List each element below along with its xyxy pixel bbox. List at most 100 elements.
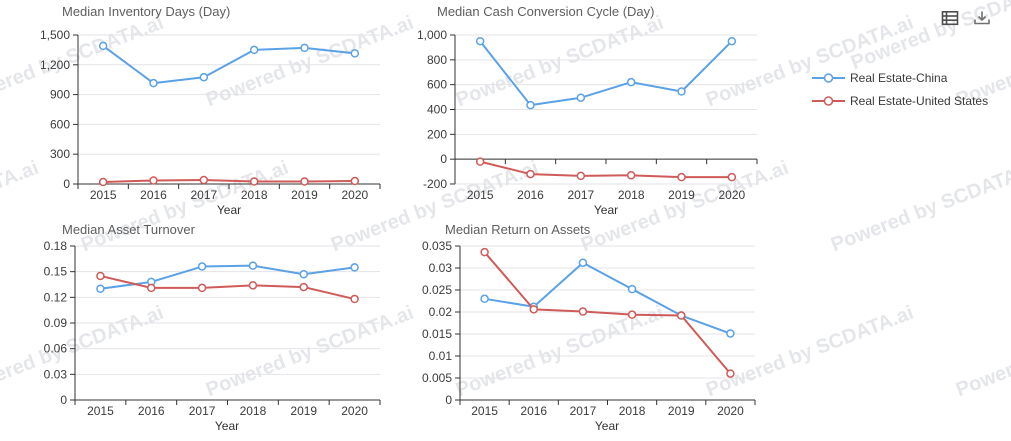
x-tick-label: 2015 [87,404,114,418]
legend-label: Real Estate-China [850,70,948,85]
series-line [100,264,355,290]
x-axis-title: Year [214,419,240,433]
tick-labels: -200 0 200 400 600 800 1,000 2015 2016 2017 2018 20… [417,28,746,202]
series-line [479,40,733,107]
data-point[interactable] [480,247,489,257]
legend-item-real-estate-china[interactable]: Real Estate-China [812,66,988,89]
series-line [100,274,355,301]
data-point[interactable] [578,307,588,316]
data-point[interactable] [197,283,207,293]
y-tick-label: 1,200 [40,58,70,72]
data-point[interactable] [249,177,259,186]
chart-median-return-on-assets: Median Return on Assets 0 0.005 0.01 0.015 0… [383,220,783,441]
x-tick-label: 2020 [341,188,368,202]
data-point[interactable] [726,369,735,378]
y-tick-label: 1,000 [417,28,447,42]
data-point[interactable] [626,77,636,87]
data-point[interactable] [677,87,686,96]
data-point[interactable] [98,41,108,51]
data-point[interactable] [248,261,258,270]
data-point[interactable] [149,176,158,185]
x-tick-label: 2018 [240,404,267,418]
chart-canvas[interactable]: 0 0.03 0.06 0.09 0.12 0.15 0.18 2015 2016 2017 201… [0,220,400,441]
data-point[interactable] [98,177,108,187]
data-point[interactable] [475,157,485,166]
gridlines [75,245,380,401]
data-point[interactable] [299,282,308,292]
data-point[interactable] [300,177,309,186]
data-point[interactable] [526,100,535,110]
data-point[interactable] [147,283,156,293]
series-real-estate-china[interactable] [480,258,735,338]
data-point[interactable] [576,171,586,181]
series-real-estate-china[interactable] [475,36,737,110]
data-point[interactable] [149,78,158,88]
data-point[interactable] [350,294,359,304]
data-point[interactable] [726,329,735,338]
chart-canvas[interactable]: 0 300 600 900 1,200 1,500 2015 2016 2017 2018 2019… [0,0,400,220]
y-tick-label: 1,500 [40,28,70,42]
data-point[interactable] [727,172,737,182]
data-point[interactable] [299,269,308,279]
chart-title: Median Asset Turnover [62,222,195,237]
data-point[interactable] [627,284,637,294]
data-point[interactable] [677,311,686,320]
series-real-estate-china[interactable] [98,41,360,88]
axes [70,245,381,405]
data-point[interactable] [96,271,105,281]
x-tick-label: 2015 [90,188,117,202]
series-real-estate-united-states[interactable] [96,271,359,304]
chart-median-cash-conversion-cycle: Median Cash Conversion Cycle (Day) -200 0… [377,0,777,220]
data-point[interactable] [96,284,105,294]
y-tick-label: 200 [427,127,447,141]
tick-labels: 0 0.03 0.06 0.09 0.12 0.15 0.18 2015 2016 2017 201… [44,239,369,418]
data-point[interactable] [526,169,535,179]
y-tick-label: 0.015 [422,327,452,341]
tick-labels: 0 0.005 0.01 0.015 0.02 0.025 0.03 0.035 2015 201… [422,239,744,418]
series-real-estate-united-states[interactable] [475,157,737,182]
data-point[interactable] [677,172,686,182]
download-icon[interactable] [973,9,991,27]
gridlines [78,34,380,185]
series-real-estate-united-states[interactable] [480,247,735,378]
data-point[interactable] [350,176,360,186]
line-series-marker-icon [812,95,845,106]
series-line [479,160,732,179]
data-point[interactable] [199,72,209,82]
y-tick-label: 0.035 [422,239,452,253]
x-tick-label: 2016 [520,404,547,418]
data-point[interactable] [248,281,258,290]
chart-canvas[interactable]: 0 0.005 0.01 0.015 0.02 0.025 0.03 0.035 2015 201… [383,220,783,441]
chart-median-inventory-days: Median Inventory Days (Day) 0 300 600 900 1,… [0,0,400,220]
data-point[interactable] [578,258,588,267]
data-point[interactable] [529,305,538,314]
y-tick-label: 900 [50,88,70,102]
data-point[interactable] [475,36,485,46]
y-tick-label: 0.06 [44,342,68,356]
x-axis-title: Year [216,203,242,217]
x-tick-label: 2019 [290,404,317,418]
x-tick-label: 2020 [717,404,744,418]
data-view-icon[interactable] [941,9,959,27]
data-point[interactable] [350,49,360,58]
data-point[interactable] [300,43,309,53]
data-point[interactable] [576,93,586,102]
x-tick-label: 2017 [189,404,216,418]
y-tick-label: 400 [427,103,447,117]
series-real-estate-united-states[interactable] [98,175,360,187]
data-point[interactable] [350,263,359,272]
data-point[interactable] [626,171,636,180]
y-tick-label: 0 [445,393,452,407]
data-point[interactable] [199,175,209,185]
data-point[interactable] [249,45,259,55]
chart-canvas[interactable]: -200 0 200 400 600 800 1,000 2015 2016 2017 2018 20… [377,0,777,220]
series-real-estate-china[interactable] [96,261,359,294]
x-tick-label: 2018 [241,188,268,202]
data-point[interactable] [480,294,489,304]
data-point[interactable] [627,310,637,319]
watermark-text: Powered by SCDATA.ai [827,156,1011,257]
data-point[interactable] [197,262,207,271]
data-point[interactable] [727,36,737,46]
legend-item-real-estate-united-states[interactable]: Real Estate-United States [812,89,988,112]
